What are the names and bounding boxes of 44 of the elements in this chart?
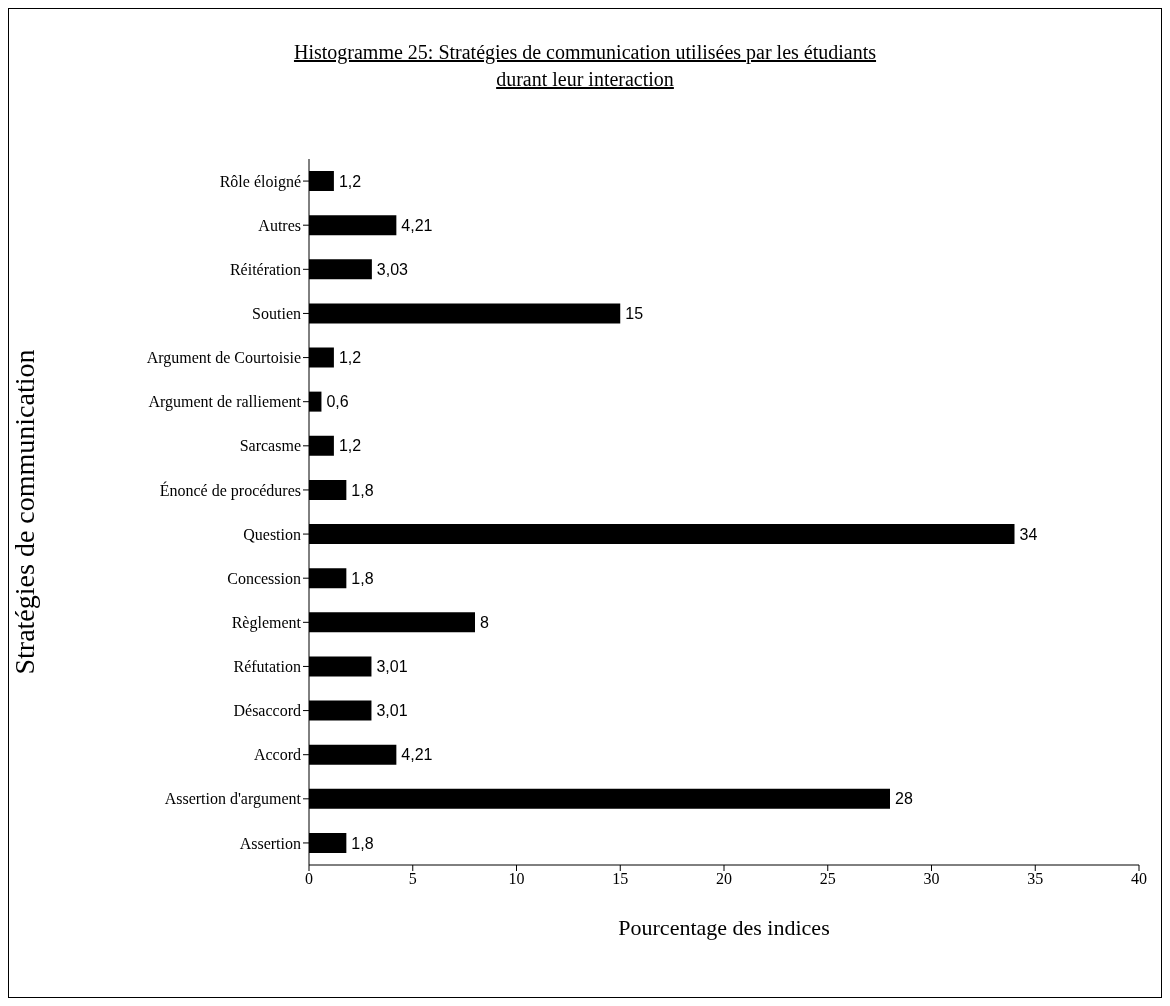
y-tick-label: Concession xyxy=(227,569,301,587)
x-tick-label: 15 xyxy=(612,870,629,888)
chart-title: Histogramme 25: Stratégies de communication utilisées par les étudiants durant leur interaction xyxy=(292,40,878,92)
data-label: 3,01 xyxy=(376,702,408,720)
y-tick-label: Sarcasme xyxy=(239,437,301,455)
y-tick-label: Autres xyxy=(258,216,301,234)
y-tick-label: Rôle éloigné xyxy=(219,172,301,191)
y-tick-label: Désaccord xyxy=(233,702,301,720)
y-tick-label: Soutien xyxy=(252,305,301,323)
y-tick-label: Accord xyxy=(253,746,301,764)
data-label: 28 xyxy=(895,790,913,808)
x-tick-label: 25 xyxy=(819,870,836,888)
x-tick-label: 20 xyxy=(716,870,732,888)
y-tick-label: Réfutation xyxy=(233,658,301,676)
y-tick-label: Assertion d'argument xyxy=(164,790,302,809)
y-tick-label: Question xyxy=(243,525,301,543)
data-label: 1,8 xyxy=(351,834,374,852)
x-tick-label: 35 xyxy=(1027,870,1044,888)
data-label: 4,21 xyxy=(401,746,433,764)
x-tick-label: 0 xyxy=(305,870,313,888)
data-label: 1,8 xyxy=(351,569,374,587)
y-tick-label: Énoncé de procédures xyxy=(159,480,301,500)
y-tick-label: Assertion xyxy=(239,834,301,852)
x-axis-title: Pourcentage des indices xyxy=(618,915,830,940)
y-tick-label: Argument de Courtoisie xyxy=(146,349,301,368)
x-tick-label: 30 xyxy=(923,870,940,888)
data-label: 1,2 xyxy=(338,349,362,367)
data-label: 3,01 xyxy=(376,658,408,676)
y-tick-label: Argument de ralliement xyxy=(148,393,302,412)
y-tick-label: Règlement xyxy=(231,613,302,632)
data-label: 8 xyxy=(480,613,489,631)
data-label: 34 xyxy=(1019,525,1038,543)
data-label: 3,03 xyxy=(376,260,409,278)
data-label: 1,8 xyxy=(351,481,374,499)
data-label: 4,21 xyxy=(401,216,433,234)
x-tick-label: 40 xyxy=(1131,870,1147,888)
data-label: 0,6 xyxy=(326,393,349,411)
x-tick-label: 10 xyxy=(508,870,525,888)
data-label: 1,2 xyxy=(338,437,362,455)
y-axis-title: Stratégies de communication xyxy=(8,349,40,675)
y-tick-label: Réitération xyxy=(229,260,301,278)
data-label: 15 xyxy=(625,305,644,323)
data-label: 1,2 xyxy=(338,172,362,190)
x-tick-label: 5 xyxy=(408,870,417,888)
